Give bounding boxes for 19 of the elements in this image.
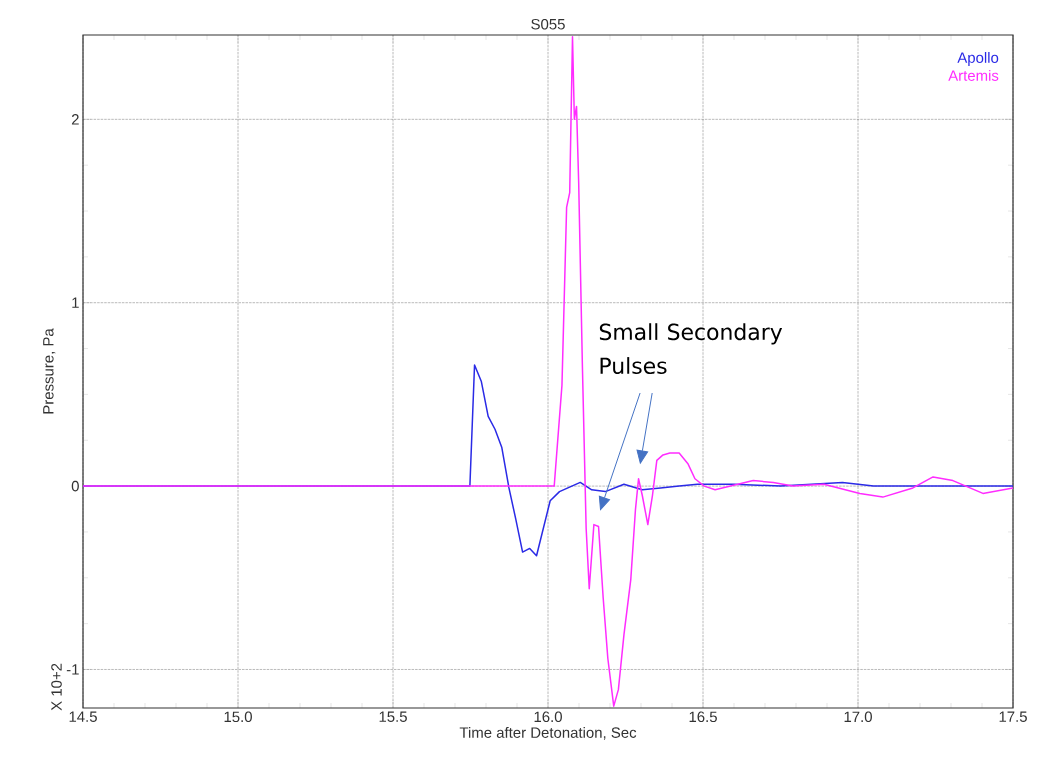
x-tick-label: 15.0 <box>224 711 252 723</box>
x-tick-label: 17.5 <box>999 711 1027 722</box>
y-axis-title: Pressure, Pa <box>43 328 56 414</box>
y-tick-label: 0 <box>71 480 79 492</box>
x-tick-label: 16.5 <box>689 711 717 723</box>
line-series <box>83 36 1014 707</box>
x-tick-label: 17.0 <box>844 711 872 723</box>
x-tick-label: 14.5 <box>69 711 97 722</box>
y-tick-label: -1 <box>66 664 79 675</box>
y-tick-label: 2 <box>71 114 79 125</box>
x-tick-label: 16.0 <box>534 711 562 723</box>
text: Artemis <box>948 69 999 81</box>
x-tick-label: 15.5 <box>379 711 407 722</box>
x-axis-title: Time after Detonation, Sec <box>459 726 637 740</box>
chart-title: S055 <box>531 18 565 30</box>
text: Apollo <box>957 52 999 66</box>
annotation: Small Secondary Pulses <box>599 323 783 375</box>
text: X 10+2 <box>51 663 62 711</box>
y-tick-label: 1 <box>72 297 79 308</box>
